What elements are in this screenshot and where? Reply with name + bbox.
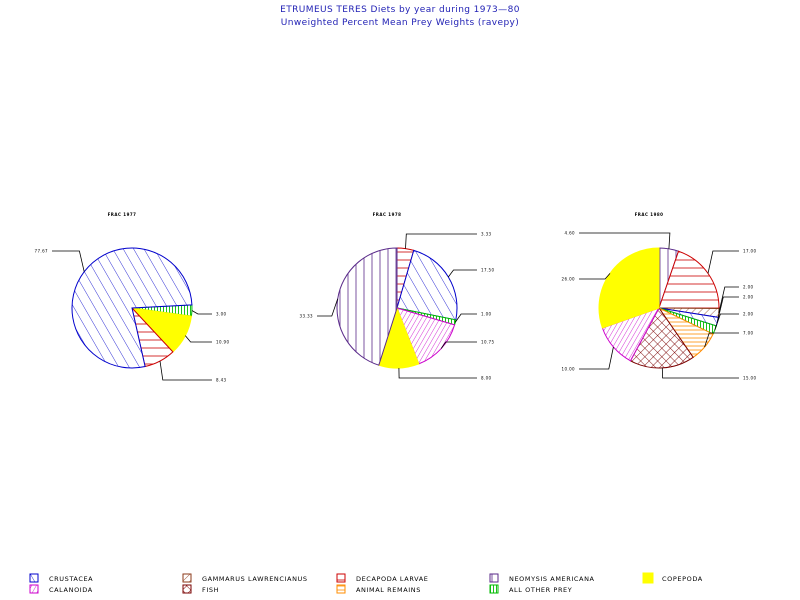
slice-value-label: 4.60: [564, 231, 575, 236]
legend-swatch: [182, 584, 192, 594]
slice-value-label: 3.00: [216, 312, 227, 317]
pie-slice-calanoida: [396, 307, 456, 365]
slice-label: 10.00: [562, 346, 614, 372]
legend-label: CALANOIDA: [49, 586, 93, 594]
legend-item-crustacea: CRUSTACEA: [29, 573, 93, 583]
legend-swatch: [336, 573, 346, 583]
pie-title: FRAC 1980: [635, 212, 664, 217]
pie-title: FRAC 1977: [108, 212, 137, 217]
slice-value-label: 7.00: [743, 331, 754, 336]
slice-value-label: 10.90: [216, 340, 230, 345]
slice-value-label: 1.00: [481, 312, 492, 317]
slice-label: 33.33: [300, 298, 339, 319]
legend-label: ANIMAL REMAINS: [356, 586, 421, 594]
chart-subtitle: Unweighted Percent Mean Prey Weights (ra…: [281, 18, 519, 28]
slice-label: 26.00: [562, 273, 611, 282]
legend-label: NEOMYSIS AMERICANA: [509, 575, 595, 583]
legend-label: ALL OTHER PREY: [509, 586, 572, 594]
slice-value-label: 26.00: [562, 277, 576, 282]
slice-label: 10.75: [440, 340, 495, 349]
legend-item-copepoda: COPEPODA: [642, 572, 703, 584]
legend-label: CRUSTACEA: [49, 575, 93, 583]
slice-value-label: 10.00: [562, 367, 576, 372]
legend-item-all_other: ALL OTHER PREY: [489, 584, 572, 594]
slice-value-label: 17.00: [743, 249, 757, 254]
slice-value-label: 33.33: [300, 314, 314, 319]
slice-label: 2.00: [714, 312, 754, 331]
legend-item-gammarus: GAMMARUS LAWRENCIANUS: [182, 573, 308, 583]
slice-label: 1.00: [454, 312, 492, 323]
slice-label: 17.00: [707, 249, 757, 274]
legend-label: FISH: [202, 586, 219, 594]
slice-label: 7.00: [704, 331, 754, 348]
pie-title: FRAC 1978: [373, 212, 402, 217]
slice-value-label: 8.00: [481, 376, 492, 381]
slice-label: 2.00: [718, 285, 754, 314]
legend-label: GAMMARUS LAWRENCIANUS: [202, 575, 308, 583]
slice-label: 15.00: [661, 367, 757, 381]
legend-item-decapoda: DECAPODA LARVAE: [336, 573, 429, 583]
legend-swatch: [29, 573, 39, 583]
legend-item-calanoida: CALANOIDA: [29, 584, 93, 594]
legend-swatch: [336, 584, 346, 594]
legend-swatch: [489, 584, 499, 594]
slice-label: 3.00: [191, 310, 227, 317]
legend-item-neomysis: NEOMYSIS AMERICANA: [489, 573, 595, 583]
pie-slice-copepoda: [598, 247, 660, 329]
pie-chart-1: FRAC 1977 77.67 8.43 10.90 3.00: [35, 212, 230, 383]
legend-swatch: [29, 584, 39, 594]
pie-chart-3: FRAC 1980 4.60 17.00 2.00 2.00 2.00 7.00 15.00 1…: [562, 212, 757, 381]
legend-label: COPEPODA: [662, 575, 703, 583]
legend: CRUSTACEA CALANOIDA GAMMARUS LAWRENCIANUS F…: [29, 572, 703, 594]
slice-value-label: 10.75: [481, 340, 495, 345]
slice-value-label: 8.43: [216, 378, 227, 383]
slice-value-label: 2.00: [743, 312, 754, 317]
slice-label: 8.43: [159, 361, 227, 383]
slice-label: 2.00: [717, 295, 753, 322]
pie-slice-fish: [629, 307, 694, 369]
legend-swatch: [182, 573, 192, 583]
slice-label: 8.00: [398, 367, 492, 381]
slice-value-label: 17.50: [481, 268, 495, 273]
pie-slice-crustacea: [396, 249, 458, 321]
legend-swatch: [642, 572, 654, 584]
slice-value-label: 77.67: [35, 249, 49, 254]
slice-value-label: 15.00: [743, 376, 757, 381]
slice-label: 17.50: [447, 268, 495, 278]
legend-swatch: [489, 573, 499, 583]
slice-label: 77.67: [35, 249, 85, 272]
slice-value-label: 2.00: [743, 295, 754, 300]
pie-chart-2: FRAC 1978 33.33 3.33 17.50 1.00 10.75 8.00: [300, 212, 495, 381]
slice-value-label: 2.00: [743, 285, 754, 290]
chart-main-title: ETRUMEUS TERES Diets by year during 1973…: [280, 5, 520, 15]
slice-label: 10.90: [184, 335, 230, 345]
pie-slice-neomysis: [336, 247, 398, 366]
legend-label: DECAPODA LARVAE: [356, 575, 429, 583]
legend-item-fish: FISH: [182, 584, 219, 594]
pie-charts-group: FRAC 1977 77.67 8.43 10.90 3.00 FRAC 1978 33.3…: [35, 212, 757, 383]
pie-slice-copepoda: [130, 307, 193, 353]
legend-item-animal_remains: ANIMAL REMAINS: [336, 584, 421, 594]
pie-slice-crustacea: [71, 247, 193, 369]
slice-label: 3.33: [405, 232, 492, 249]
slice-value-label: 3.33: [481, 232, 492, 237]
slice-label: 4.60: [564, 231, 671, 249]
